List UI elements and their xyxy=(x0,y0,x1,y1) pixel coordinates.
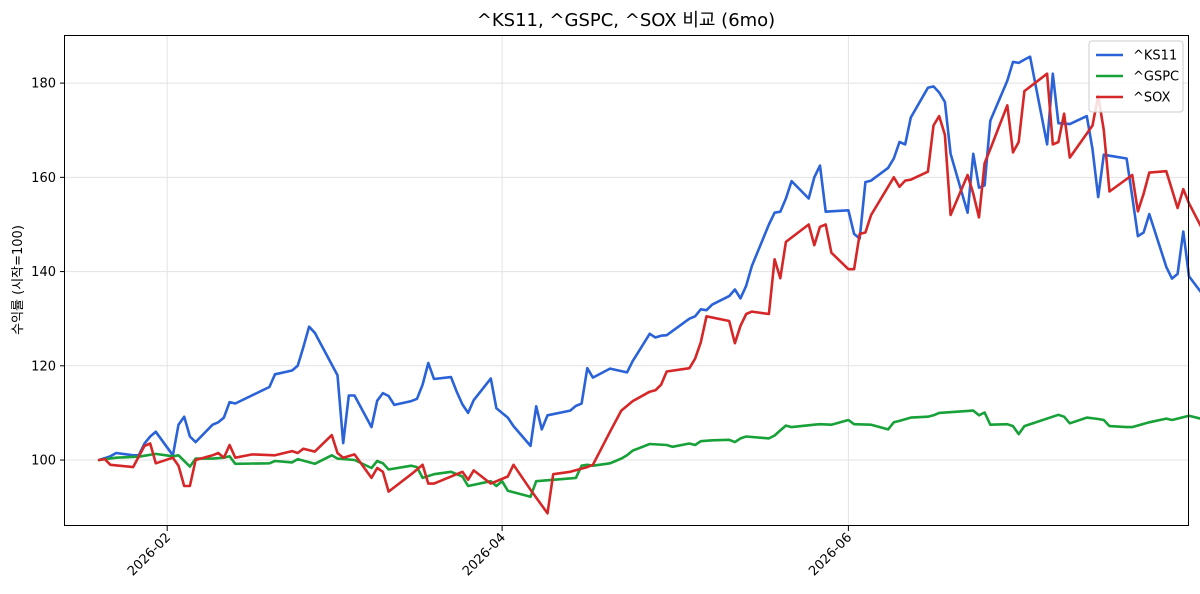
series-lines xyxy=(97,55,1200,515)
legend-label: ^GSPC xyxy=(1133,70,1179,85)
legend-box xyxy=(1088,40,1184,113)
series-line-sox xyxy=(97,72,1200,515)
legend-label: ^KS11 xyxy=(1133,49,1177,64)
y-axis-ticks: 100 120 140 160 180 xyxy=(31,77,65,469)
chart-title: ^KS11, ^GSPC, ^SOX 비교 (6mo) xyxy=(477,10,775,31)
series-line-gspc xyxy=(97,409,1200,499)
legend-label: ^SOX xyxy=(1133,91,1171,106)
y-tick-label: 120 xyxy=(31,359,56,374)
y-tick-label: 160 xyxy=(31,171,56,186)
y-axis-label: 수익률 (시작=100) xyxy=(11,225,26,335)
y-tick-label: 100 xyxy=(31,454,56,469)
plot-frame xyxy=(64,35,1189,526)
y-tick-label: 180 xyxy=(31,77,56,92)
series-line-ks11 xyxy=(97,55,1200,462)
grid xyxy=(65,36,1189,526)
y-tick-label: 140 xyxy=(31,265,56,280)
legend: ^KS11 ^GSPC ^SOX xyxy=(1088,40,1184,113)
